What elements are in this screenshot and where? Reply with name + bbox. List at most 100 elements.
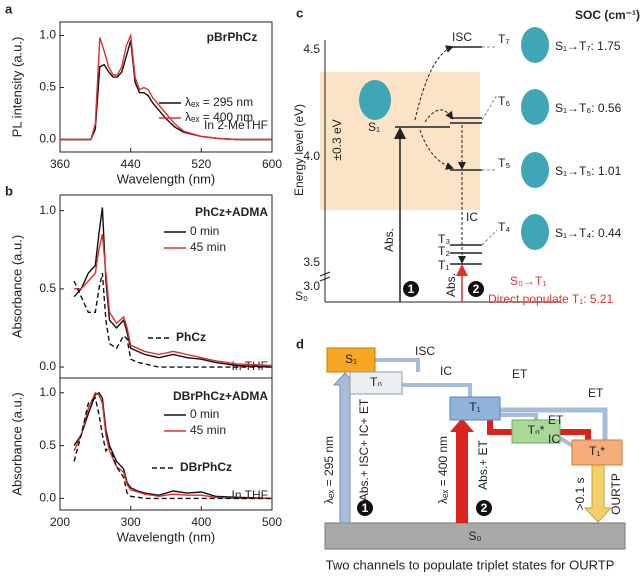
state-label: Tₙ* [528, 423, 545, 437]
plot-frame [59, 21, 273, 153]
y-axis-label: PL intensity (a.u.) [9, 37, 24, 138]
step-number: 1 [408, 282, 415, 296]
step-badge [468, 281, 484, 297]
isc-arrow [414, 45, 454, 121]
chart-title: DBrPhCz+ADMA [173, 389, 268, 403]
arrow-ourtp [583, 464, 613, 523]
orbital-icons [359, 27, 549, 250]
path-label: λₑₓ = 295 nm [322, 436, 336, 504]
state-label: S₀ [469, 529, 482, 543]
level-label: T₄ [498, 220, 510, 234]
chart-title: pBrPhCz [207, 30, 258, 44]
ourtp-label: OURTP [609, 473, 623, 515]
panel-label: a [5, 1, 13, 16]
state-label: S₁ [345, 352, 357, 366]
legend-label: 45 min [190, 423, 226, 437]
x-tick-label: 600 [262, 157, 282, 171]
soc-value: S₁→T₇: 1.75 [555, 39, 621, 53]
y-axis-label: Energy level (eV) [292, 104, 306, 196]
level-label: T₇ [498, 32, 509, 46]
series-line [74, 233, 273, 367]
legend-label: 0 min [190, 407, 219, 421]
soc-value: S₁→T₆: 0.56 [555, 101, 622, 115]
soc-value: S₁→T₅: 1.01 [555, 164, 622, 178]
y-tick-label: 1.0 [39, 28, 56, 42]
et-path [500, 413, 538, 420]
series-line [73, 207, 273, 368]
direct-label: Direct populate T₁: 5.21 [488, 292, 614, 306]
soc-header: SOC (cm⁻¹) [575, 8, 640, 22]
level-label: T₅ [498, 156, 510, 170]
step-number: 2 [481, 501, 488, 515]
window-label: ±0.3 eV [330, 119, 344, 160]
x-axis-label: Wavelength (nm) [117, 171, 216, 186]
et-path [500, 407, 608, 440]
soc-value: S₁→T₄: 0.44 [555, 226, 622, 240]
y-axis-label: Absorbance (a.u.) [9, 392, 24, 495]
panel-label: d [296, 336, 304, 351]
state-box [349, 371, 403, 395]
path-label: λₑₓ = 400 nm [436, 436, 450, 504]
level-label: S₀ [295, 289, 308, 303]
annotation: In 2-MeTHF [204, 118, 268, 132]
series-label: PhCz [176, 330, 206, 344]
x-tick-label: 400 [191, 515, 211, 529]
state-box [511, 419, 561, 444]
ground-bar [324, 522, 626, 550]
caption: Two channels to populate triplet states … [326, 557, 615, 572]
x-tick-label: 200 [50, 515, 70, 529]
tick-label: 4.5 [303, 42, 320, 56]
step-number: 2 [473, 282, 480, 296]
transition-label: S₀→T₁ [510, 274, 546, 288]
panel-label: c [296, 5, 303, 20]
tick-label: 3.0 [303, 279, 320, 293]
step-badge [476, 500, 492, 516]
panel-c: c SOC (cm⁻¹) Energy level (eV) 4.5 4.0 3… [292, 5, 640, 306]
plot-frame [59, 377, 273, 511]
step-badge [403, 281, 419, 297]
panel-label: b [5, 183, 13, 198]
legend-label: 0 min [190, 224, 219, 238]
isc-arrow [424, 109, 454, 123]
x-tick-label: 300 [121, 515, 141, 529]
y-tick-label: 0.0 [39, 132, 56, 146]
series-line [73, 396, 272, 500]
process-label: ET [588, 386, 604, 400]
y-axis-label: Absorbance (a.u.) [9, 235, 24, 338]
process-label: IC [548, 432, 560, 446]
x-tick-label: 440 [121, 157, 141, 171]
step-badge [357, 500, 373, 516]
path-label: Abs.+ ISC+ IC+ ET [357, 398, 371, 501]
x-tick-label: 360 [50, 157, 70, 171]
level-label: T₂ [438, 244, 450, 258]
arrow-400 [450, 418, 474, 523]
axis-break [319, 276, 331, 282]
y-tick-label: 0.5 [39, 80, 56, 94]
tick-label: 3.5 [303, 255, 320, 269]
state-label: Tₙ [370, 375, 382, 389]
y-tick-label: 1.0 [39, 203, 56, 217]
connector [481, 46, 498, 246]
x-tick-label: 500 [262, 515, 282, 529]
x-axis-label: Wavelength (nm) [117, 529, 216, 544]
level-label: T₁ [438, 258, 449, 272]
series-label: DBrPhCz [180, 460, 232, 474]
state-box [571, 439, 623, 466]
lifetime-label: >0.1 s [573, 477, 587, 510]
level-label: T₃ [438, 232, 450, 246]
annotation: In THF [232, 488, 268, 502]
chart-title: PhCz+ADMA [195, 205, 268, 219]
legend-label: λₑₓ = 400 nm [185, 110, 253, 124]
series-line [73, 391, 272, 500]
level-label: T₆ [498, 94, 510, 108]
panel-d: d S₀ S₁ Tₙ T₁ Tₙ* T₁* ISC IC ET ET ET IC… [296, 336, 626, 572]
series-line [73, 391, 273, 500]
state-label: T₁* [589, 444, 605, 458]
y-tick-label: 0.0 [39, 491, 56, 505]
step-number: 1 [362, 501, 369, 515]
level-label: S₁ [368, 120, 380, 134]
abs-label: Abs. [382, 228, 396, 252]
series-line [60, 32, 272, 141]
y-tick-label: 0.0 [39, 359, 56, 373]
